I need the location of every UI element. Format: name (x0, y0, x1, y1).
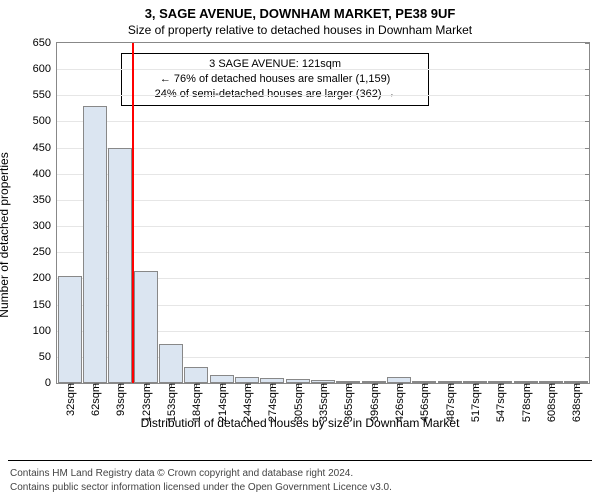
y-tick-mark (585, 43, 590, 44)
y-tick-mark (585, 278, 590, 279)
grid-line (57, 95, 589, 96)
histogram-bar (210, 375, 234, 383)
histogram-bar (108, 148, 132, 383)
y-tick-label: 50 (39, 351, 57, 363)
histogram-bar (83, 106, 107, 383)
y-tick-label: 550 (33, 89, 57, 101)
y-tick-label: 300 (33, 220, 57, 232)
grid-line (57, 252, 589, 253)
y-tick-label: 450 (33, 142, 57, 154)
grid-line (57, 121, 589, 122)
y-tick-label: 400 (33, 168, 57, 180)
y-tick-mark (585, 357, 590, 358)
y-tick-mark (585, 305, 590, 306)
y-tick-mark (585, 69, 590, 70)
marker-line (132, 43, 134, 383)
y-tick-label: 600 (33, 63, 57, 75)
y-tick-mark (585, 331, 590, 332)
chart-container: Number of detached properties 3 SAGE AVE… (0, 38, 600, 432)
histogram-bar (134, 271, 158, 383)
footer-line-1: Contains HM Land Registry data © Crown c… (10, 467, 590, 481)
y-tick-mark (585, 226, 590, 227)
grid-line (57, 200, 589, 201)
y-tick-label: 650 (33, 37, 57, 49)
x-tick-label: 93sqm (113, 383, 127, 416)
page-title: 3, SAGE AVENUE, DOWNHAM MARKET, PE38 9UF (0, 0, 600, 21)
y-tick-mark (585, 200, 590, 201)
grid-line (57, 174, 589, 175)
histogram-bar (184, 367, 208, 383)
y-tick-mark (585, 252, 590, 253)
x-tick-label: 62sqm (88, 383, 102, 416)
y-tick-mark (585, 121, 590, 122)
page-subtitle: Size of property relative to detached ho… (0, 21, 600, 37)
y-tick-label: 0 (45, 377, 57, 389)
y-tick-label: 350 (33, 194, 57, 206)
y-tick-label: 500 (33, 115, 57, 127)
x-tick-label: 32sqm (63, 383, 77, 416)
annotation-line-3: 24% of semi-detached houses are larger (… (128, 87, 423, 102)
y-tick-label: 250 (33, 246, 57, 258)
plot-area: 3 SAGE AVENUE: 121sqm ← 76% of detached … (56, 42, 590, 384)
footer: Contains HM Land Registry data © Crown c… (8, 460, 592, 500)
y-axis-label: Number of detached properties (0, 152, 11, 317)
grid-line (57, 148, 589, 149)
y-tick-label: 100 (33, 325, 57, 337)
annotation-box: 3 SAGE AVENUE: 121sqm ← 76% of detached … (121, 53, 430, 106)
y-tick-label: 200 (33, 272, 57, 284)
y-tick-mark (585, 174, 590, 175)
footer-line-2: Contains public sector information licen… (10, 481, 590, 495)
histogram-bar (159, 344, 183, 383)
y-tick-label: 150 (33, 299, 57, 311)
y-tick-mark (585, 95, 590, 96)
grid-line (57, 226, 589, 227)
x-axis-label: Distribution of detached houses by size … (0, 416, 600, 430)
annotation-line-2: ← 76% of detached houses are smaller (1,… (128, 72, 423, 87)
y-tick-mark (585, 148, 590, 149)
grid-line (57, 69, 589, 70)
y-tick-mark (585, 383, 590, 384)
histogram-bar (58, 276, 82, 383)
